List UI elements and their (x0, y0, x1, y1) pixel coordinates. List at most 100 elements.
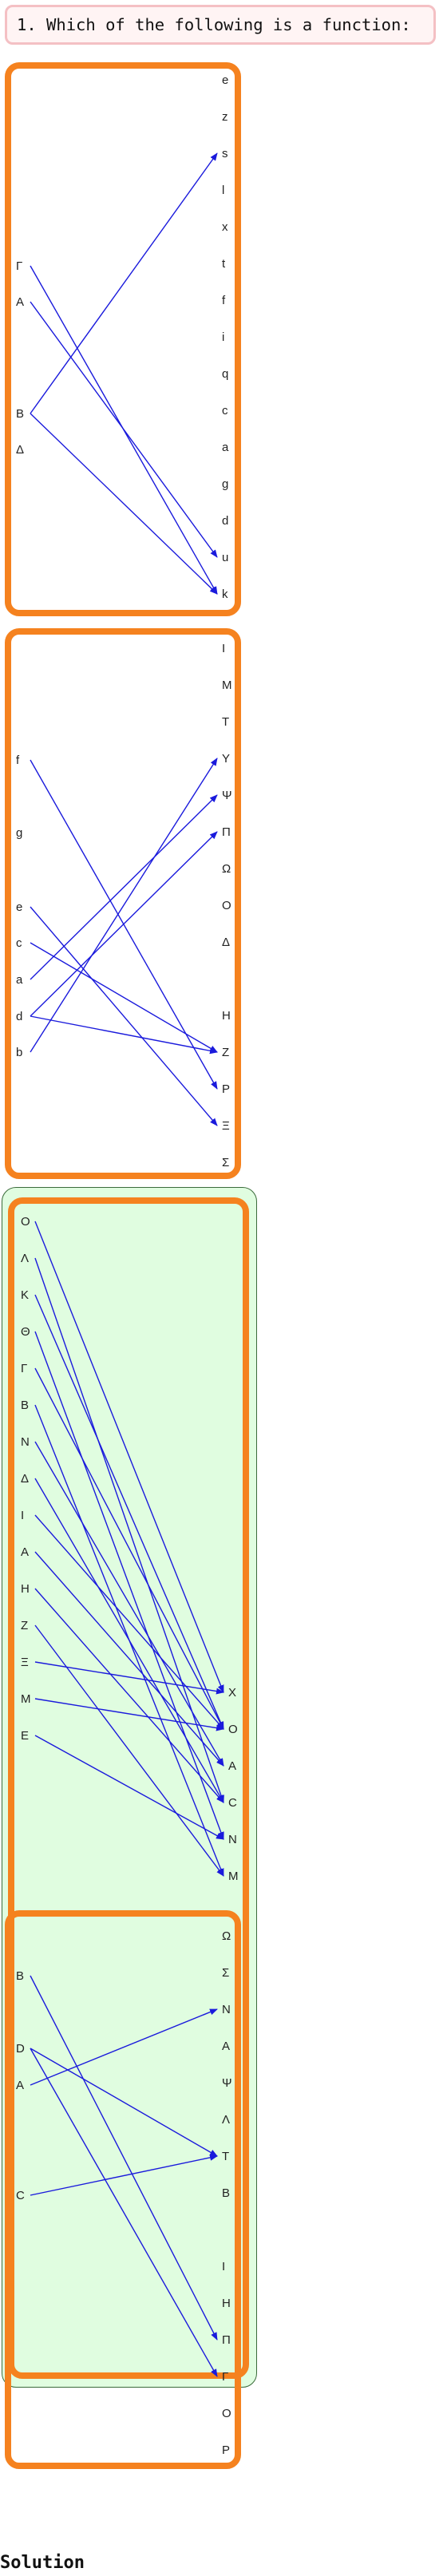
option-1-codomain-label: z (222, 110, 228, 124)
option-4-codomain-label: I (222, 2260, 225, 2273)
option-2-codomain-label: M (222, 679, 232, 692)
option-1-codomain-label: i (222, 330, 224, 344)
option-3-mapping-arrow (34, 1257, 224, 1803)
option-1-codomain-label: a (222, 441, 229, 454)
option-4-codomain-label: B (222, 2186, 230, 2200)
option-3-mapping-arrow (34, 1367, 224, 1730)
option-1-codomain-label: q (222, 367, 228, 381)
option-1-domain-label: Δ (16, 443, 24, 457)
option-3-mapping-arrow (34, 1588, 224, 1803)
option-2-codomain-label: Z (222, 1046, 229, 1059)
option-2-mapping-arrow (30, 942, 218, 1053)
option-1-codomain-label: u (222, 551, 228, 564)
option-4-panel[interactable] (5, 1910, 241, 2469)
option-1-codomain-label: c (222, 404, 228, 417)
option-2-codomain-label: Y (222, 752, 230, 766)
option-3-domain-label: M (21, 1692, 31, 1706)
option-3-domain-label: Δ (21, 1472, 29, 1486)
option-3-domain-label: H (21, 1582, 30, 1596)
option-3-mapping-arrow (34, 1735, 224, 1840)
option-1-domain-label: Γ (16, 259, 22, 273)
option-2-mapping-arrow (30, 906, 218, 1126)
option-3-domain-label: K (21, 1288, 29, 1302)
option-2-panel[interactable] (5, 628, 241, 1179)
option-2-codomain-label: Ψ (222, 789, 232, 802)
option-2-codomain-label: Π (222, 825, 231, 839)
option-4-mapping-arrow (30, 2154, 218, 2196)
option-3-codomain-label: M (228, 1870, 239, 1883)
option-2-codomain-label: O (222, 899, 231, 912)
option-3-domain-label: N (21, 1435, 30, 1449)
option-2-mapping-arrow (30, 1015, 218, 1055)
option-3-mapping-arrow (34, 1294, 224, 1730)
option-2-codomain-label: Δ (222, 936, 230, 949)
option-3-panel[interactable] (8, 1197, 249, 2379)
option-3-domain-label: Λ (21, 1252, 29, 1265)
option-4-codomain-label: H (222, 2297, 231, 2310)
option-1-codomain-label: t (222, 257, 226, 271)
option-2-mapping-arrow (30, 831, 218, 1017)
option-2-codomain-label: Ξ (222, 1119, 230, 1133)
option-4-domain-label: A (16, 2079, 24, 2092)
option-4-codomain-label: Ω (222, 1929, 231, 1943)
question-text: 1. Which of the following is a function: (5, 5, 436, 45)
option-4-mapping-arrow (30, 1975, 218, 2341)
option-3-domain-label: Z (21, 1619, 28, 1632)
option-2-domain-label: g (16, 826, 22, 840)
option-1-panel[interactable] (5, 62, 241, 616)
option-4-codomain-label: Λ (222, 2113, 230, 2127)
option-3-domain-label: Θ (21, 1325, 30, 1339)
option-2-domain-label: b (16, 1046, 22, 1059)
option-1-codomain-label: d (222, 514, 228, 528)
option-1-domain-label: B (16, 407, 24, 421)
option-3-codomain-label: C (228, 1796, 237, 1810)
option-3-mapping-arrow (34, 1514, 224, 1730)
option-3-domain-label: E (21, 1729, 29, 1743)
option-4-codomain-label: Γ (222, 2370, 228, 2384)
option-4-codomain-label: P (222, 2443, 230, 2457)
option-2-mapping-arrow (30, 794, 218, 980)
option-3-domain-label: I (21, 1509, 24, 1522)
option-4-codomain-label: Π (222, 2333, 231, 2347)
option-4-domain-label: D (16, 2042, 25, 2056)
option-3-mapping-arrow (34, 1441, 224, 1767)
option-2-codomain-label: H (222, 1009, 231, 1023)
option-2-codomain-label: P (222, 1082, 230, 1096)
option-1-codomain-label: f (222, 294, 226, 307)
option-3-codomain-label: A (228, 1759, 236, 1773)
option-1-mapping-arrow (30, 413, 218, 595)
option-4-codomain-label: N (222, 2003, 231, 2016)
option-1-codomain-label: l (222, 184, 224, 197)
option-1-codomain-label: x (222, 220, 228, 234)
option-1-codomain-label: g (222, 477, 228, 491)
option-1-domain-label: A (16, 295, 24, 309)
option-4-codomain-label: Ψ (222, 2076, 232, 2090)
option-2-codomain-label: I (222, 642, 225, 655)
option-1-codomain-label: s (222, 147, 228, 160)
option-3-mapping-arrow (34, 1478, 224, 1803)
option-4-codomain-label: T (222, 2150, 229, 2163)
solution-label: Solution (0, 2553, 85, 2573)
option-1-codomain-label: e (222, 73, 228, 87)
option-3-codomain-label: X (228, 1686, 236, 1700)
option-2-domain-label: e (16, 900, 22, 914)
option-3-domain-label: Γ (21, 1362, 27, 1375)
option-2-domain-label: f (16, 754, 20, 767)
option-3-domain-label: Ξ (21, 1656, 29, 1669)
option-1-mapping-arrow (30, 152, 218, 414)
option-2-mapping-arrow (30, 758, 218, 1053)
option-4-mapping-arrow (30, 2048, 218, 2157)
option-2-domain-label: a (16, 973, 23, 987)
option-4-mapping-arrow (30, 2048, 218, 2377)
option-4-codomain-label: Σ (222, 1966, 229, 1980)
option-4-codomain-label: A (222, 2040, 230, 2053)
option-4-domain-label: B (16, 1969, 24, 1983)
option-3-codomain-label: N (228, 1833, 237, 1846)
option-4-domain-label: C (16, 2189, 25, 2202)
option-3-mapping-arrow (34, 1331, 224, 1840)
option-3-mapping-arrow (34, 1221, 224, 1693)
option-3-mapping-arrow (34, 1661, 224, 1695)
option-3-domain-label: O (21, 1215, 30, 1229)
option-3-mapping-arrow (34, 1698, 224, 1731)
